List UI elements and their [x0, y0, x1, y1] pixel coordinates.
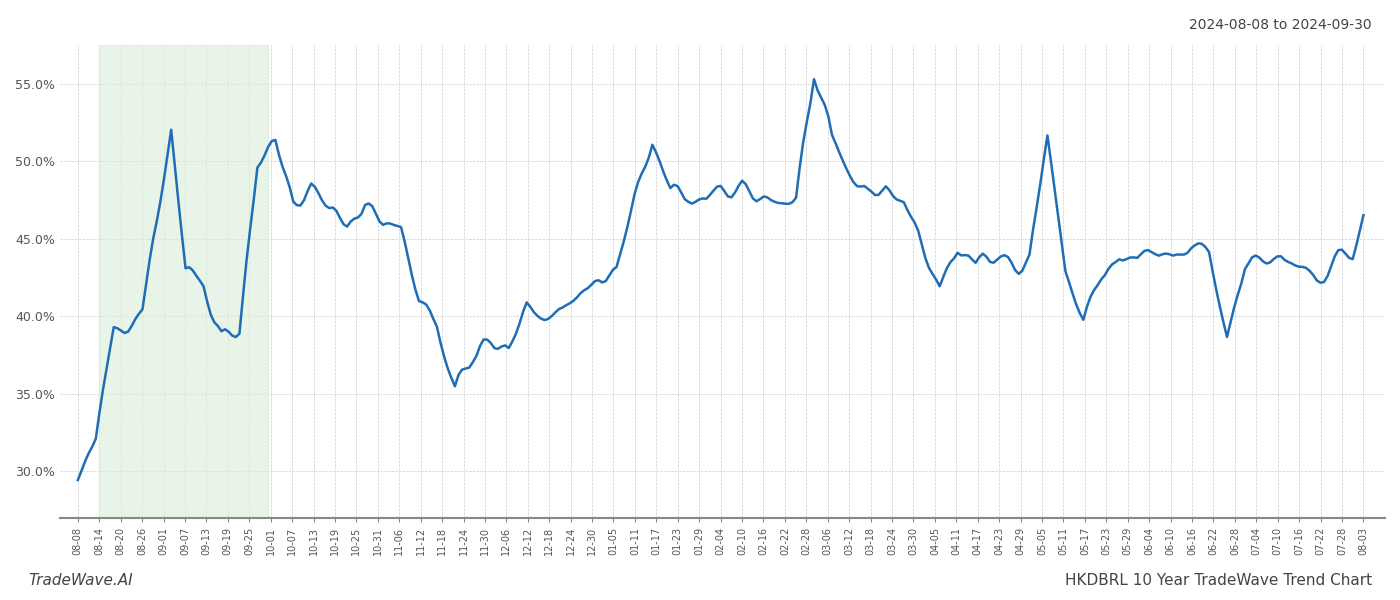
- Bar: [99, 45, 269, 518]
- Text: TradeWave.AI: TradeWave.AI: [28, 573, 133, 588]
- Text: 2024-08-08 to 2024-09-30: 2024-08-08 to 2024-09-30: [1190, 18, 1372, 32]
- Text: HKDBRL 10 Year TradeWave Trend Chart: HKDBRL 10 Year TradeWave Trend Chart: [1065, 573, 1372, 588]
